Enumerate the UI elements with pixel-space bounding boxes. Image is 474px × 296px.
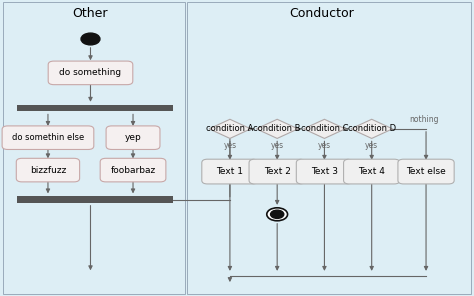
FancyBboxPatch shape xyxy=(48,61,133,85)
Text: condition D: condition D xyxy=(347,124,396,133)
Text: yep: yep xyxy=(125,133,141,142)
Text: Text 1: Text 1 xyxy=(217,167,244,176)
Text: yes: yes xyxy=(365,141,378,150)
Text: Other: Other xyxy=(73,7,108,20)
FancyBboxPatch shape xyxy=(187,2,471,294)
Polygon shape xyxy=(256,119,298,139)
FancyBboxPatch shape xyxy=(3,2,185,294)
Text: condition C: condition C xyxy=(301,124,348,133)
FancyBboxPatch shape xyxy=(16,158,80,182)
Text: yes: yes xyxy=(318,141,331,150)
FancyBboxPatch shape xyxy=(17,105,173,112)
FancyBboxPatch shape xyxy=(249,159,305,184)
Text: Text else: Text else xyxy=(406,167,446,176)
Circle shape xyxy=(81,33,100,45)
Text: yes: yes xyxy=(223,141,237,150)
Text: Text 2: Text 2 xyxy=(264,167,291,176)
FancyBboxPatch shape xyxy=(2,126,94,149)
FancyBboxPatch shape xyxy=(17,196,173,203)
FancyBboxPatch shape xyxy=(100,158,166,182)
FancyBboxPatch shape xyxy=(296,159,353,184)
FancyBboxPatch shape xyxy=(106,126,160,149)
Polygon shape xyxy=(351,119,392,139)
Text: condition B: condition B xyxy=(254,124,301,133)
FancyBboxPatch shape xyxy=(398,159,454,184)
Text: do something: do something xyxy=(59,68,121,77)
Text: do somethin else: do somethin else xyxy=(12,133,84,142)
Polygon shape xyxy=(304,119,345,139)
FancyBboxPatch shape xyxy=(344,159,400,184)
Circle shape xyxy=(271,210,284,218)
Text: yes: yes xyxy=(271,141,284,150)
FancyBboxPatch shape xyxy=(202,159,258,184)
Text: bizzfuzz: bizzfuzz xyxy=(30,165,66,175)
Text: condition A: condition A xyxy=(206,124,254,133)
Polygon shape xyxy=(209,119,251,139)
Text: Conductor: Conductor xyxy=(290,7,355,20)
Text: nothing: nothing xyxy=(409,115,438,123)
Text: Text 4: Text 4 xyxy=(358,167,385,176)
Text: foobarbaz: foobarbaz xyxy=(110,165,155,175)
Circle shape xyxy=(267,208,288,221)
Text: Text 3: Text 3 xyxy=(311,167,338,176)
